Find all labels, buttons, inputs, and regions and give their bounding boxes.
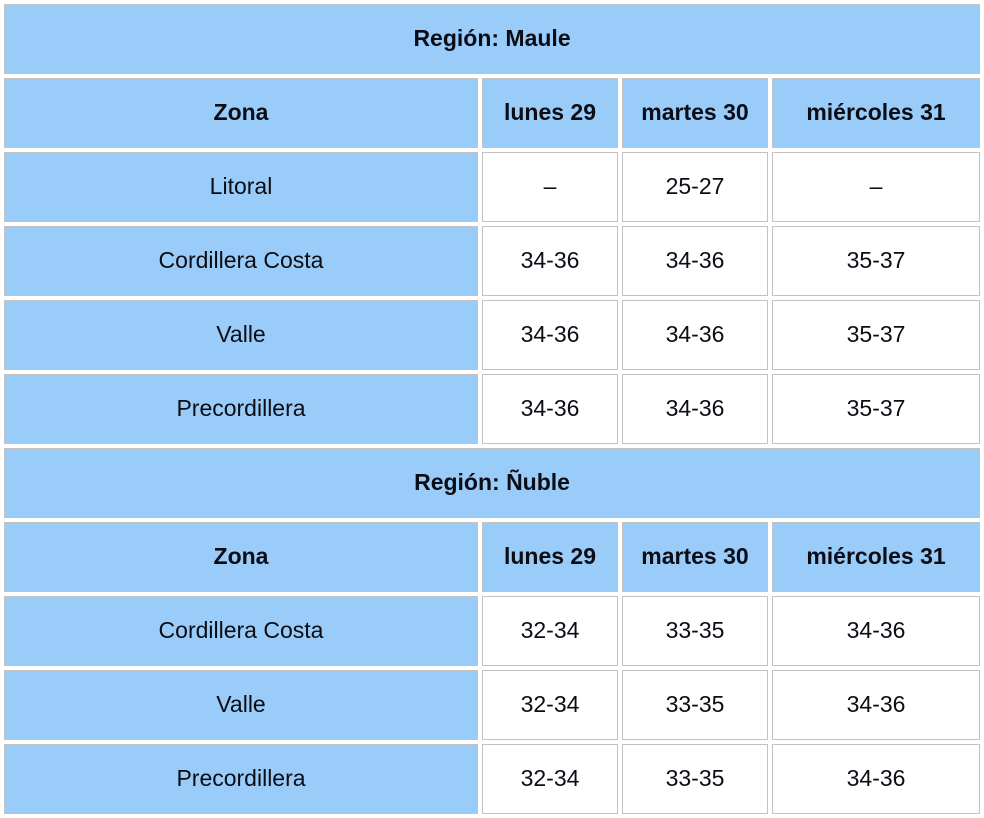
zone-data-row: Valle 34-36 34-36 35-37 [4, 300, 981, 370]
temperature-range: 34-36 [622, 374, 768, 444]
zone-column-header: Zona [4, 78, 478, 148]
day-column-header: lunes 29 [482, 522, 618, 592]
temperature-range: 33-35 [622, 596, 768, 666]
column-header-row: Zona lunes 29 martes 30 miércoles 31 [4, 78, 981, 148]
forecast-table-body: Región: Maule Zona lunes 29 martes 30 miérco… [4, 4, 981, 814]
temperature-range: 34-36 [482, 374, 618, 444]
zone-name: Cordillera Costa [4, 596, 478, 666]
zone-data-row: Litoral –25-27– [4, 152, 981, 222]
temperature-range: 33-35 [622, 744, 768, 814]
temperature-range: 35-37 [772, 226, 981, 296]
zone-data-row: Valle 32-34 33-35 34-36 [4, 670, 981, 740]
temperature-range: 34-36 [622, 300, 768, 370]
day-column-header: martes 30 [622, 522, 768, 592]
day-column-header: miércoles 31 [772, 78, 981, 148]
zone-column-header: Zona [4, 522, 478, 592]
temperature-range: 34-36 [622, 226, 768, 296]
day-column-header: miércoles 31 [772, 522, 981, 592]
temperature-range: 34-36 [482, 226, 618, 296]
temperature-range: 32-34 [482, 670, 618, 740]
day-column-header: martes 30 [622, 78, 768, 148]
temperature-range-empty: – [772, 152, 981, 222]
zone-name: Litoral [4, 152, 478, 222]
temperature-range: 35-37 [772, 300, 981, 370]
temperature-range: 34-36 [772, 596, 981, 666]
zone-data-row: Cordillera Costa 34-36 34-36 35-37 [4, 226, 981, 296]
zone-data-row: Cordillera Costa 32-34 33-35 34-36 [4, 596, 981, 666]
zone-data-row: Precordillera 32-34 33-35 34-36 [4, 744, 981, 814]
region-header-row: Región: Maule [4, 4, 981, 74]
region-title: Región: Ñuble [4, 448, 981, 518]
temperature-range: 35-37 [772, 374, 981, 444]
temperature-range: 34-36 [772, 744, 981, 814]
zone-name: Valle [4, 670, 478, 740]
temperature-range: 32-34 [482, 744, 618, 814]
region-title: Región: Maule [4, 4, 981, 74]
day-column-header: lunes 29 [482, 78, 618, 148]
region-header-row: Región: Ñuble [4, 448, 981, 518]
zone-name: Precordillera [4, 744, 478, 814]
temperature-range: 34-36 [772, 670, 981, 740]
zone-data-row: Precordillera 34-36 34-36 35-37 [4, 374, 981, 444]
temperature-range: 25-27 [622, 152, 768, 222]
column-header-row: Zona lunes 29 martes 30 miércoles 31 [4, 522, 981, 592]
temperature-range: 32-34 [482, 596, 618, 666]
temperature-range: 33-35 [622, 670, 768, 740]
temperature-range: 34-36 [482, 300, 618, 370]
zone-name: Precordillera [4, 374, 478, 444]
zone-name: Cordillera Costa [4, 226, 478, 296]
zone-name: Valle [4, 300, 478, 370]
temperature-range-empty: – [482, 152, 618, 222]
